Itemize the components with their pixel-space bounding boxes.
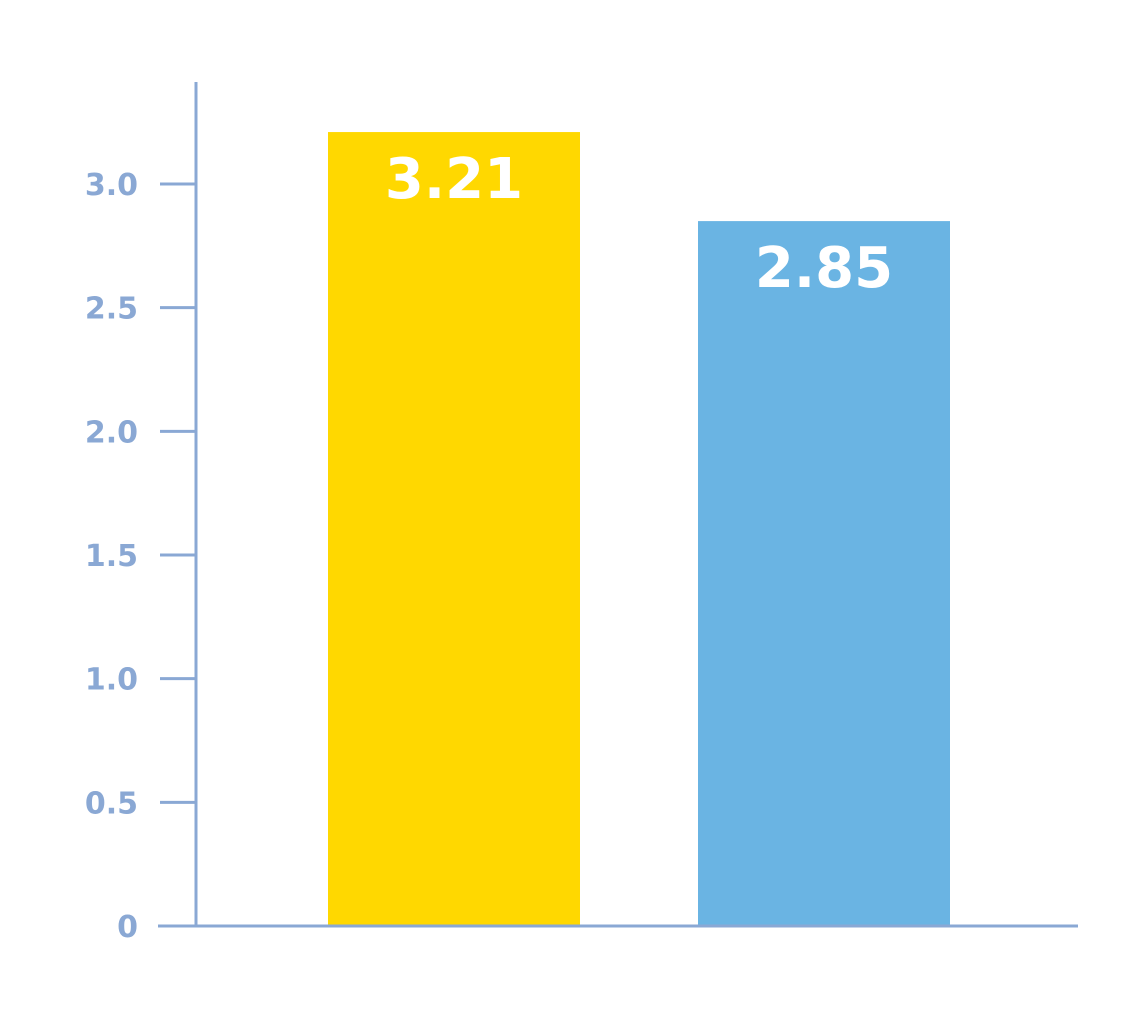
y-tick-label: 3.0 <box>85 168 138 203</box>
y-tick-label: 0.5 <box>85 786 138 821</box>
bars-layer <box>328 132 950 927</box>
y-tick-label: 2.5 <box>85 292 138 327</box>
bar-1 <box>328 132 580 926</box>
y-ticks-layer: 0 0.5 1.0 1.5 2.0 2.5 3.0 <box>85 168 196 945</box>
bar-value-label: 3.21 <box>385 147 523 212</box>
bar-2 <box>698 221 950 927</box>
y-tick-label: 1.5 <box>85 539 138 574</box>
bar-value-label: 2.85 <box>755 236 893 301</box>
y-tick-label: 1.0 <box>85 663 138 698</box>
y-tick-label: 0 <box>117 910 138 945</box>
axes-layer <box>158 82 1078 928</box>
y-tick-label: 2.0 <box>85 415 138 450</box>
data-labels-layer: 3.21 2.85 <box>385 147 893 301</box>
